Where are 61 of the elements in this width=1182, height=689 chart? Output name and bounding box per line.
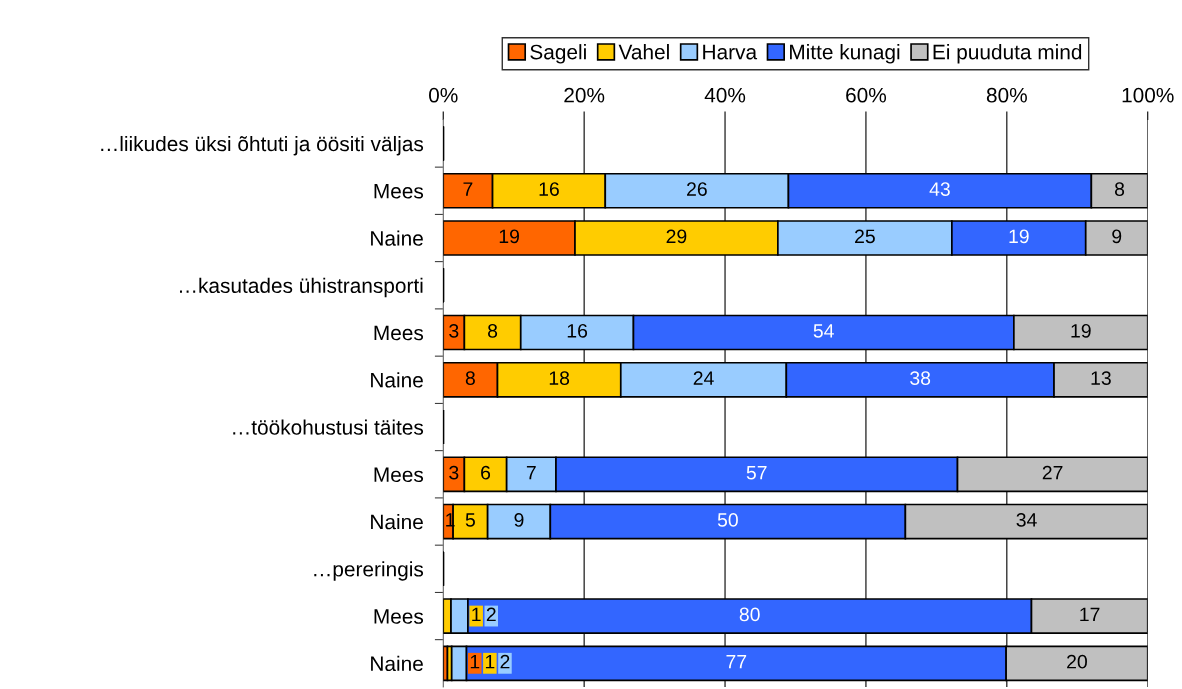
- y-tick-label: Mees: [374, 467, 424, 483]
- y-tick-label: Mees: [374, 183, 424, 199]
- data-label: 3: [449, 465, 459, 480]
- data-label: 43: [929, 182, 950, 196]
- x-tick-label: 100%: [1122, 87, 1174, 103]
- x-tick-label: 40%: [704, 87, 746, 103]
- data-label: 26: [687, 182, 707, 196]
- data-label: 8: [465, 371, 475, 385]
- data-label: 80: [739, 607, 760, 622]
- data-label: 1: [470, 654, 480, 669]
- data-label: 38: [910, 371, 931, 385]
- x-tick-label: 20%: [564, 87, 605, 103]
- data-label: 6: [481, 465, 491, 480]
- data-label: 16: [539, 182, 559, 196]
- legend-label: Mitte kunagi: [790, 44, 900, 64]
- x-tick-label: 60%: [846, 87, 887, 103]
- y-tick-label: Naine: [371, 230, 423, 246]
- y-tick-label: Naine: [371, 514, 423, 530]
- y-tick-label: Naine: [371, 655, 423, 672]
- legend-label: Vahel: [618, 44, 669, 60]
- data-label: 57: [746, 465, 767, 480]
- data-label: 19: [499, 229, 520, 244]
- data-label: 24: [693, 371, 714, 385]
- data-label: 54: [813, 324, 834, 338]
- legend-label: Harva: [703, 44, 758, 60]
- x-tick-label: 80%: [986, 87, 1027, 103]
- legend-label: Sageli: [530, 44, 586, 64]
- y-tick-label: Mees: [374, 325, 424, 341]
- y-tick-label: Mees: [374, 609, 424, 624]
- data-label: 25: [855, 229, 875, 244]
- data-label: 8: [488, 323, 498, 338]
- data-label: 29: [666, 229, 687, 244]
- data-label: 2: [500, 654, 510, 669]
- data-label: 5: [465, 513, 475, 527]
- data-label: 27: [1042, 465, 1063, 480]
- y-tick-label: …kasutades ühistransporti: [180, 277, 423, 298]
- data-label: 9: [1112, 229, 1122, 244]
- data-label: 34: [1016, 512, 1037, 527]
- data-label: 50: [717, 512, 738, 527]
- data-label: 8: [1114, 182, 1125, 196]
- data-label: 17: [1080, 607, 1100, 622]
- data-label: 7: [526, 465, 536, 480]
- data-label: 20: [1067, 654, 1087, 669]
- data-label: 77: [726, 654, 747, 669]
- data-label: 16: [567, 323, 588, 338]
- y-tick-label: …liikudes üksi õhtuti ja öösiti väljas: [101, 135, 424, 156]
- y-tick-label: …pereringis: [314, 561, 424, 581]
- data-label: 9: [514, 512, 524, 527]
- data-label: 7: [463, 182, 473, 196]
- data-label: 1: [472, 607, 481, 622]
- y-tick-label: Naine: [371, 372, 423, 388]
- data-label: 19: [1009, 229, 1029, 244]
- data-label: 19: [1071, 323, 1091, 338]
- data-label: 1: [485, 654, 495, 669]
- data-label: 3: [449, 323, 459, 338]
- data-label: 13: [1091, 371, 1111, 385]
- x-tick-label: 0%: [429, 87, 458, 103]
- legend-label: Ei puuduta mind: [933, 44, 1082, 64]
- data-label: 18: [549, 371, 570, 385]
- y-tick-label: …töökohustusi täites: [233, 419, 424, 435]
- data-label: 2: [486, 607, 496, 622]
